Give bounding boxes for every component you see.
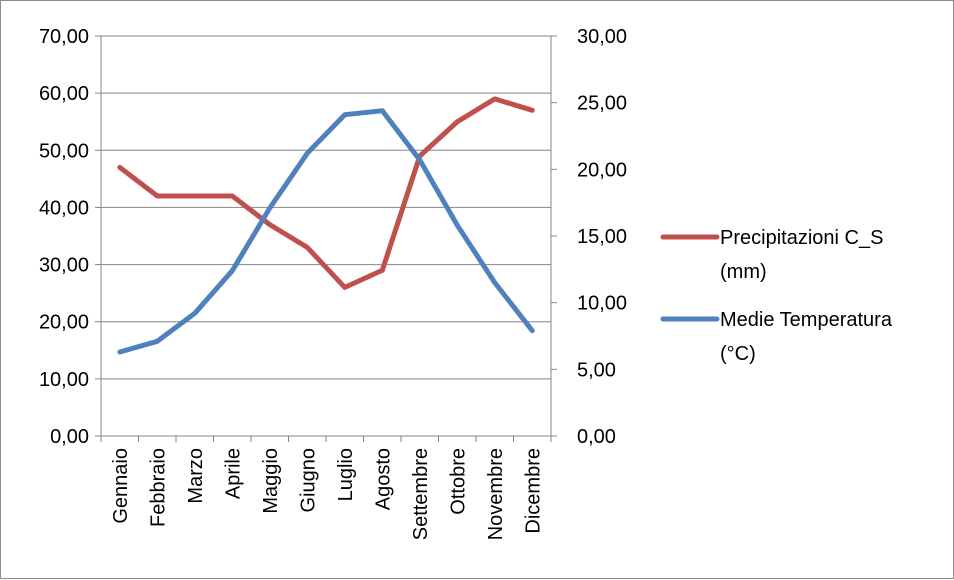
gridlines: [101, 35, 551, 380]
right-tick-label: 0,00: [577, 426, 616, 448]
category-label: Marzo: [185, 448, 207, 504]
category-label: Maggio: [260, 448, 282, 514]
right-tick-label: 25,00: [577, 93, 627, 115]
legend-label: Precipitazioni C_S: [720, 227, 883, 249]
right-axis-ticks: 0,00 5,00 10,00 15,00 20,00 25,00 30,00: [551, 26, 627, 448]
category-label: Luglio: [335, 448, 357, 501]
left-tick-label: 50,00: [39, 140, 89, 162]
left-tick-label: 0,00: [50, 426, 89, 448]
right-tick-label: 20,00: [577, 159, 627, 181]
category-label: Aprile: [222, 448, 244, 499]
category-label: Agosto: [372, 448, 394, 510]
series-line-precipitation: [117, 96, 535, 290]
left-axis-ticks: 0,00 10,00 20,00 30,00 40,00 50,00 60,00 70,00: [39, 26, 101, 448]
left-tick-label: 60,00: [39, 83, 89, 105]
category-label: Ottobre: [447, 448, 469, 515]
legend-label: (mm): [720, 261, 767, 283]
right-tick-label: 15,00: [577, 226, 627, 248]
category-labels: Gennaio Febbraio Marzo Aprile Maggio Giugno Lu…: [100, 436, 552, 540]
left-tick-label: 70,00: [39, 26, 89, 48]
right-tick-label: 30,00: [577, 26, 627, 48]
category-label: Novembre: [485, 448, 507, 540]
left-tick-label: 20,00: [39, 312, 89, 334]
left-tick-label: 10,00: [39, 369, 89, 391]
series-lines: [117, 96, 535, 355]
legend-label: Medie Temperatura: [720, 309, 893, 331]
left-tick-label: 40,00: [39, 197, 89, 219]
category-label: Febbraio: [147, 448, 169, 527]
category-label: Gennaio: [110, 448, 132, 524]
left-tick-label: 30,00: [39, 255, 89, 277]
legend: Precipitazioni C_S (mm) Medie Temperatura (…: [660, 227, 893, 365]
series-line-temperature: [117, 108, 535, 355]
category-label: Settembre: [410, 448, 432, 540]
category-label: Dicembre: [522, 448, 544, 534]
legend-label: (°C): [720, 343, 756, 365]
right-tick-label: 10,00: [577, 293, 627, 315]
category-label: Giugno: [297, 448, 319, 513]
axes: [100, 36, 552, 437]
right-tick-label: 5,00: [577, 359, 616, 381]
